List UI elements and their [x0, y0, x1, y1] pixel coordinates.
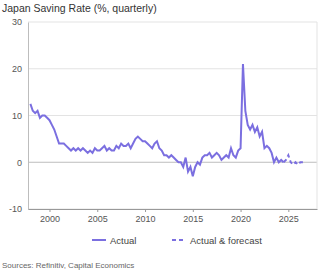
x-tick: 2010 [136, 209, 156, 224]
x-tick-label: 2020 [231, 214, 251, 224]
legend-swatch [172, 239, 186, 241]
y-tick-label: -10 [9, 204, 22, 214]
y-tick-label: 0 [17, 158, 22, 168]
y-tick-label: 20 [12, 64, 22, 74]
plot-area [30, 64, 305, 176]
y-tick: 0 [17, 158, 28, 168]
grid-line [28, 22, 317, 23]
x-tick-mark [49, 209, 50, 212]
legend-item: Actual & forecast [172, 235, 262, 246]
y-tick: 10 [12, 111, 28, 121]
x-tick-mark [288, 209, 289, 212]
x-tick: 2000 [40, 209, 60, 224]
chart: Japan Saving Rate (%, quarterly) -10 0 10 20… [0, 0, 325, 273]
x-tick-label: 2015 [183, 214, 203, 224]
series-line [284, 155, 305, 164]
y-axis: -10 0 10 20 30 [9, 17, 29, 214]
x-tick-mark [97, 209, 98, 212]
grid-line [28, 115, 317, 116]
y-axis-line [28, 23, 29, 210]
plot-frame [317, 22, 318, 209]
grid [28, 22, 317, 209]
title: Japan Saving Rate (%, quarterly) [2, 2, 157, 14]
x-tick: 2025 [279, 209, 299, 224]
x-tick-label: 2025 [279, 214, 299, 224]
y-tick: 30 [12, 17, 28, 27]
legend-swatch [92, 239, 106, 241]
x-axis-line [29, 209, 318, 210]
source: Sources: Refinitiv, Capital Economics [2, 261, 134, 270]
x-tick-mark [241, 209, 242, 212]
x-tick-label: 2010 [136, 214, 156, 224]
grid-line [28, 209, 317, 210]
x-tick-mark [145, 209, 146, 212]
legend: Actual Actual & forecast [92, 235, 262, 246]
legend-label: Actual [110, 235, 136, 246]
y-tick: 20 [12, 64, 28, 74]
x-tick: 2005 [88, 209, 108, 224]
x-axis: 2000 2005 2010 2015 2020 2025 [29, 209, 318, 224]
y-tick: -10 [9, 204, 28, 214]
x-tick-label: 2000 [40, 214, 60, 224]
legend-label: Actual & forecast [190, 235, 262, 246]
series-line [30, 64, 283, 176]
grid-line [28, 68, 317, 69]
y-tick-label: 30 [12, 17, 22, 27]
legend-item: Actual [92, 235, 136, 246]
x-tick: 2015 [183, 209, 203, 224]
x-tick: 2020 [231, 209, 251, 224]
x-tick-mark [193, 209, 194, 212]
x-tick-label: 2005 [88, 214, 108, 224]
y-tick-label: 10 [12, 111, 22, 121]
